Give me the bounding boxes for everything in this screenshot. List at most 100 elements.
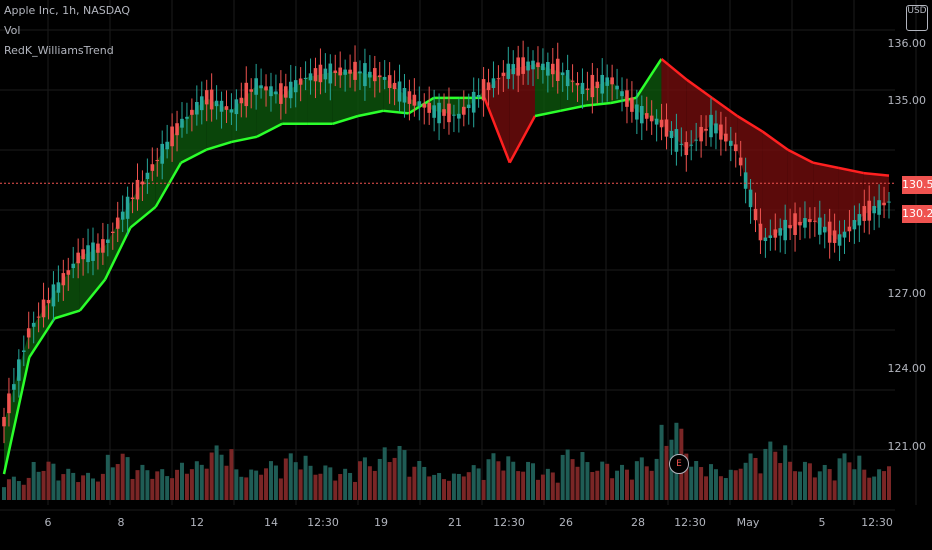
volume-bar (362, 457, 367, 500)
candle-body (684, 142, 689, 156)
x-tick: 28 (631, 516, 645, 529)
candle-body (457, 113, 461, 119)
candle-body (565, 70, 570, 87)
candle-body (180, 118, 184, 128)
candle-body (2, 416, 6, 427)
trend-band (155, 123, 181, 207)
volume-bar (318, 473, 323, 500)
volume-bar (36, 471, 41, 500)
volume-bar (807, 463, 812, 500)
volume-bar (595, 470, 600, 500)
trend-band (787, 149, 814, 228)
volume-bar (179, 462, 184, 500)
indicator-vol-label[interactable]: Vol (4, 24, 21, 37)
candle-body (570, 80, 575, 82)
volume-bar (709, 464, 714, 500)
candle-body (17, 359, 21, 381)
candle-body (397, 81, 402, 102)
trend-band (686, 79, 712, 150)
candle-body (452, 114, 456, 116)
x-tick: 12:30 (674, 516, 706, 529)
volume-bar (837, 458, 842, 500)
trend-line-segment (863, 171, 890, 177)
candle-body (462, 106, 466, 115)
volume-bar (367, 466, 372, 500)
volume-bar (842, 453, 847, 500)
trend-band (181, 97, 207, 163)
volume-bar (2, 487, 6, 500)
volume-bar (184, 473, 189, 500)
candle-body (298, 78, 303, 85)
volume-bar (545, 468, 550, 500)
trend-band (4, 331, 30, 475)
volume-bar (298, 469, 303, 500)
volume-bar (535, 479, 540, 500)
volume-bar (867, 477, 872, 500)
y-tick: 124.00 (887, 362, 927, 375)
volume-bar (234, 469, 239, 500)
volume-bar (862, 469, 867, 500)
trend-line-segment (685, 78, 713, 99)
volume-bar (229, 449, 234, 500)
candle-body (649, 115, 654, 122)
trend-band (762, 131, 788, 241)
candle-body (422, 103, 427, 108)
volume-bar (555, 482, 560, 500)
volume-bar (303, 455, 308, 500)
y-tick: 135.00 (887, 94, 927, 107)
candle-body (125, 196, 130, 219)
volume-bar (308, 465, 313, 500)
candle-body (199, 96, 204, 111)
volume-bar (283, 458, 288, 500)
volume-bar (16, 481, 21, 500)
candle-body (96, 243, 100, 253)
trend-line-segment (660, 57, 688, 81)
currency-badge[interactable]: USD (906, 5, 928, 31)
volume-bar (422, 466, 427, 500)
candle-body (115, 217, 120, 229)
x-tick: 8 (117, 516, 125, 529)
candle-body (387, 75, 392, 89)
candle-body (842, 231, 847, 238)
volume-bar (516, 471, 521, 500)
trend-band (459, 90, 485, 116)
candle-body (150, 164, 155, 171)
volume-bar (827, 469, 832, 500)
candle-body (358, 71, 362, 74)
volume-bar (624, 469, 629, 500)
volume-bar (31, 461, 36, 500)
candle-body (867, 200, 872, 221)
volume-bar (417, 461, 422, 500)
candle-body (447, 103, 451, 123)
volume-bar (481, 479, 486, 500)
volume-bar (432, 474, 437, 500)
candle-body (71, 263, 76, 269)
volume-bar (694, 461, 699, 500)
volume-bar (832, 480, 837, 500)
volume-bar (654, 458, 659, 500)
volume-bar (214, 445, 219, 500)
volume-bar (580, 452, 585, 500)
candle-body (264, 86, 268, 91)
volume-bar (798, 471, 803, 500)
volume-bar (95, 481, 100, 500)
volume-bar (565, 449, 570, 500)
candle-body (506, 63, 511, 79)
trend-line-segment (787, 148, 814, 164)
volume-bar (427, 476, 432, 500)
trend-line-segment (508, 115, 537, 164)
candle-body (229, 109, 234, 113)
trend-line-segment (838, 166, 864, 175)
volume-bar (189, 469, 194, 500)
trend-line-segment (28, 317, 56, 358)
candle-body (175, 123, 179, 136)
indicator-trend-label[interactable]: RedK_WilliamsTrend (4, 44, 114, 57)
volume-bar (812, 477, 817, 500)
volume-bar (723, 478, 728, 500)
volume-bar (105, 454, 110, 500)
candle-body (486, 82, 491, 91)
earnings-marker[interactable]: E (669, 454, 689, 474)
volume-bar (644, 466, 649, 500)
volume-bar (293, 462, 298, 500)
